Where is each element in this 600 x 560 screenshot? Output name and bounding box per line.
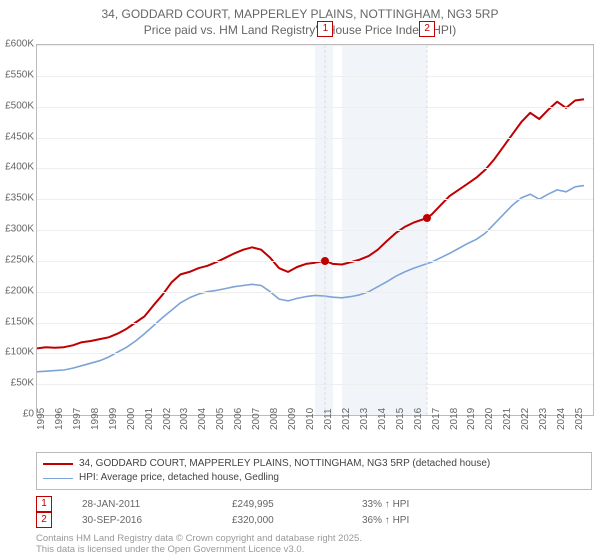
legend-label-price: 34, GODDARD COURT, MAPPERLEY PLAINS, NOT… [79,457,490,471]
x-axis-label: 2001 [144,408,155,430]
y-axis-label: £550K [5,69,34,80]
x-axis-label: 2019 [466,408,477,430]
x-axis-label: 2004 [197,408,208,430]
event-date: 30-SEP-2016 [82,515,232,526]
event-row: 2 30-SEP-2016 £320,000 36% ↑ HPI [36,512,592,528]
event-price: £249,995 [232,499,362,510]
y-axis-label: £0 [23,409,34,420]
x-axis-label: 2006 [233,408,244,430]
series-hpi [37,186,584,372]
x-axis-label: 2011 [323,408,334,430]
x-axis-label: 2022 [520,408,531,430]
x-axis-label: 2023 [538,408,549,430]
x-axis-label: 2021 [502,408,513,430]
event-date: 28-JAN-2011 [82,499,232,510]
footer-text: Contains HM Land Registry data © Crown c… [36,534,362,556]
x-axis-label: 2024 [556,408,567,430]
x-axis-label: 2014 [377,408,388,430]
x-axis-label: 2018 [449,408,460,430]
chart-marker-dot [321,257,329,265]
x-axis-label: 2010 [305,408,316,430]
footer-line2: This data is licensed under the Open Gov… [36,544,304,555]
x-axis-label: 1998 [90,408,101,430]
chart-flag: 1 [317,21,333,37]
x-axis-label: 2012 [341,408,352,430]
x-axis-label: 2005 [215,408,226,430]
event-price: £320,000 [232,515,362,526]
x-axis-label: 2003 [179,408,190,430]
x-axis-label: 1996 [54,408,65,430]
x-axis-label: 2000 [126,408,137,430]
y-axis-label: £150K [5,316,34,327]
legend-row-hpi: HPI: Average price, detached house, Gedl… [43,471,585,485]
chart-flag: 2 [419,21,435,37]
x-axis-label: 2008 [269,408,280,430]
event-table: 1 28-JAN-2011 £249,995 33% ↑ HPI 2 30-SE… [36,496,592,528]
y-axis-label: £100K [5,347,34,358]
address-line: 34, GODDARD COURT, MAPPERLEY PLAINS, NOT… [102,7,499,21]
legend-swatch-price [43,463,73,465]
chart-plot-area: 12 [36,44,594,416]
y-axis-label: £250K [5,254,34,265]
chart-marker-dot [423,214,431,222]
chart-title: 34, GODDARD COURT, MAPPERLEY PLAINS, NOT… [0,6,600,38]
legend-box: 34, GODDARD COURT, MAPPERLEY PLAINS, NOT… [36,452,592,490]
footer-line1: Contains HM Land Registry data © Crown c… [36,533,362,544]
subtitle-line: Price paid vs. HM Land Registry's House … [144,23,456,37]
y-axis-label: £500K [5,100,34,111]
x-axis-label: 2020 [484,408,495,430]
legend-row-price: 34, GODDARD COURT, MAPPERLEY PLAINS, NOT… [43,457,585,471]
event-flag: 2 [36,512,52,528]
x-axis-label: 1999 [108,408,119,430]
x-axis-label: 1997 [72,408,83,430]
x-axis-label: 1995 [36,408,47,430]
y-axis-label: £200K [5,285,34,296]
x-axis-label: 2016 [413,408,424,430]
y-axis-label: £350K [5,193,34,204]
x-axis-label: 2025 [574,408,585,430]
x-axis-label: 2007 [251,408,262,430]
y-axis-label: £300K [5,224,34,235]
y-axis-label: £400K [5,162,34,173]
legend-label-hpi: HPI: Average price, detached house, Gedl… [79,471,279,485]
x-axis-label: 2013 [359,408,370,430]
x-axis-label: 2017 [431,408,442,430]
x-axis-label: 2015 [395,408,406,430]
legend-swatch-hpi [43,478,73,479]
event-delta: 36% ↑ HPI [362,515,409,526]
x-axis-label: 2002 [162,408,173,430]
event-delta: 33% ↑ HPI [362,499,409,510]
event-flag: 1 [36,496,52,512]
x-axis-label: 2009 [287,408,298,430]
event-row: 1 28-JAN-2011 £249,995 33% ↑ HPI [36,496,592,512]
y-axis-label: £600K [5,39,34,50]
y-axis-label: £450K [5,131,34,142]
y-axis-label: £50K [11,378,34,389]
